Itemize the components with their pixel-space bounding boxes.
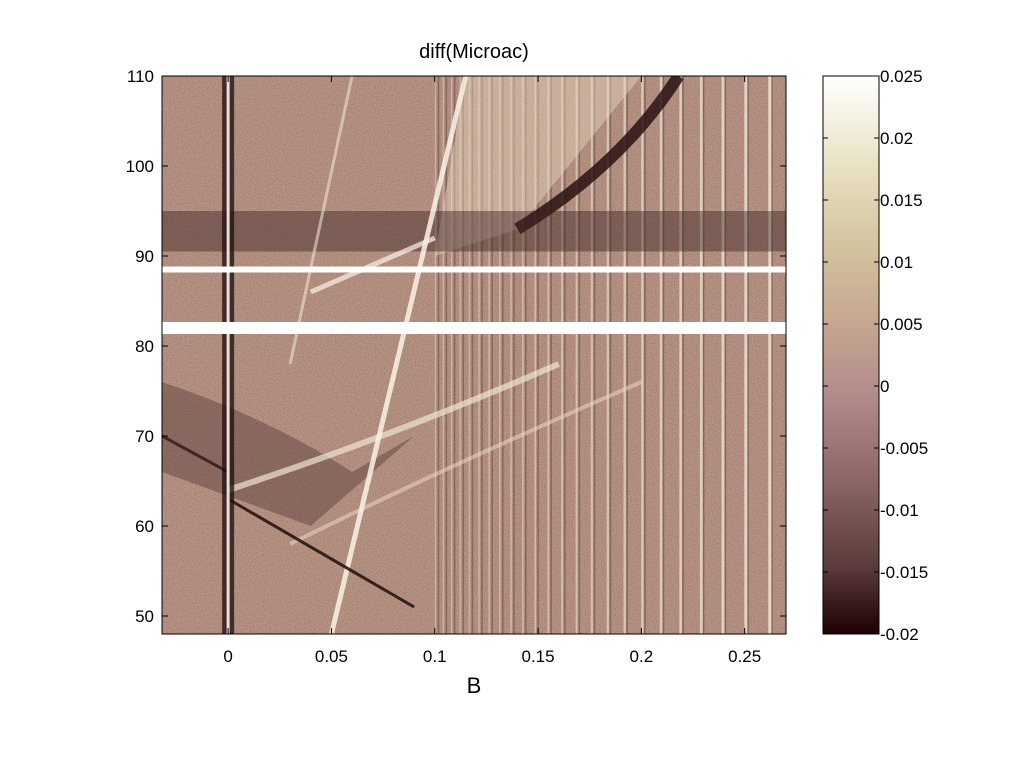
dark-diagonal-band <box>514 76 684 235</box>
colorbar-tick-label: -0.02 <box>880 625 919 644</box>
stripe-dark <box>491 76 493 634</box>
stripe-dark <box>481 76 483 634</box>
stripe-bright <box>721 76 725 634</box>
stripe-dark <box>445 76 448 634</box>
colorbar: -0.02 -0.015 -0.01 -0.005 0 0.005 0.01 0.015 0.0… <box>822 67 928 644</box>
vertical-line-bright <box>226 76 230 634</box>
stripe-bright <box>659 76 663 634</box>
colorbar-tick-label: 0.015 <box>880 191 923 210</box>
x-tick-label: 0.05 <box>315 647 348 666</box>
stripe-bright <box>488 76 490 634</box>
y-tick-label: 90 <box>135 247 154 266</box>
stripe-dark <box>578 76 581 634</box>
colorbar-fill <box>822 75 880 635</box>
stripe-dark <box>593 76 596 634</box>
x-tick-label: 0.15 <box>522 647 555 666</box>
stripe-dark <box>702 76 705 634</box>
stripe-bright <box>699 76 703 634</box>
diagonal-bright-line-3 <box>309 235 436 295</box>
stripe-bright <box>459 76 462 634</box>
bright-arc-lower <box>227 361 560 493</box>
dark-diagonal-line-1 <box>227 497 415 609</box>
stripe-dark <box>513 76 515 634</box>
stripe-dark <box>644 76 646 634</box>
x-tick-label: 0 <box>223 647 232 666</box>
stripe-dark <box>609 76 612 634</box>
stripe-dark <box>537 76 539 634</box>
stripe-bright <box>606 76 609 634</box>
colorbar-tick-label: 0.01 <box>880 253 913 272</box>
stripe-bright <box>641 76 644 634</box>
stripe-dark <box>682 76 684 634</box>
chart-title: diff(Microac) <box>419 41 529 63</box>
y-axis: 50 60 70 80 90 100 110 <box>126 67 786 626</box>
stripe-dark <box>771 76 773 634</box>
stripe-bright <box>468 76 471 634</box>
y-tick-label: 60 <box>135 517 154 536</box>
y-tick-label: 70 <box>135 427 154 446</box>
colorbar-tick-label: 0.025 <box>880 67 923 86</box>
stripe-bright <box>510 76 512 634</box>
stripe-dark <box>662 76 665 634</box>
diagonal-bright-line-2 <box>288 76 354 365</box>
y-tick-label: 110 <box>127 67 154 86</box>
stripe-bright <box>744 76 748 634</box>
x-tick-label: 0.2 <box>630 647 654 666</box>
y-tick-label: 100 <box>126 157 154 176</box>
stripe-bright <box>478 76 480 634</box>
stripe-dark <box>525 76 527 634</box>
stripe-bright <box>547 76 550 634</box>
colorbar-tick-label: -0.005 <box>880 439 928 458</box>
plot-frame <box>161 75 787 635</box>
dark-diagonal-line-2 <box>162 434 229 474</box>
stripe-bright <box>534 76 537 634</box>
colorbar-tick-label: -0.01 <box>880 501 919 520</box>
data-gap-row <box>162 266 786 273</box>
y-tick-label: 50 <box>135 607 154 626</box>
stripe-bright <box>522 76 524 634</box>
stripe-dark <box>453 76 456 634</box>
stripe-bright <box>442 76 445 634</box>
stripe-dark <box>437 76 440 634</box>
colorbar-tick-label: 0 <box>880 377 889 396</box>
colorbar-tick-label: 0.02 <box>880 129 913 148</box>
y-tick-label: 80 <box>135 337 154 356</box>
stripe-dark <box>747 76 749 634</box>
stripe-bright <box>434 76 437 634</box>
x-tick-label: 0.1 <box>423 647 447 666</box>
stripe-bright <box>450 76 453 634</box>
bright-arc-lower-2 <box>289 380 643 546</box>
x-tick-label: 0.25 <box>728 647 761 666</box>
data-gap-row <box>162 322 786 334</box>
stripe-dark <box>550 76 552 634</box>
stripe-dark <box>724 76 727 634</box>
bright-band-upper <box>434 76 642 256</box>
stripe-bright <box>623 76 626 634</box>
colorbar-axis: -0.02 -0.015 -0.01 -0.005 0 0.005 0.01 0.015 0.0… <box>823 67 928 644</box>
stripe-dark <box>471 76 474 634</box>
stripe-bright <box>499 76 501 634</box>
dark-horizontal-band <box>162 211 786 252</box>
x-axis: 0 0.05 0.1 0.15 0.2 0.25 <box>223 76 761 666</box>
heatmap-plot-area <box>162 76 786 634</box>
stripe-bright <box>561 76 564 634</box>
heatmap-features <box>162 76 786 634</box>
stripe-dark <box>626 76 629 634</box>
stripe-bright <box>679 76 683 634</box>
stripe-bright <box>768 76 772 634</box>
x-axis-label: B <box>467 673 482 698</box>
colorbar-tick-label: 0.005 <box>880 315 923 334</box>
diagonal-bright-line-1 <box>328 76 469 634</box>
stripe-dark <box>462 76 465 634</box>
stripe-bright <box>590 76 593 634</box>
stripe-dark <box>502 76 504 634</box>
colorbar-tick-label: -0.015 <box>880 563 928 582</box>
stripe-bright <box>575 76 578 634</box>
stripe-dark <box>564 76 566 634</box>
